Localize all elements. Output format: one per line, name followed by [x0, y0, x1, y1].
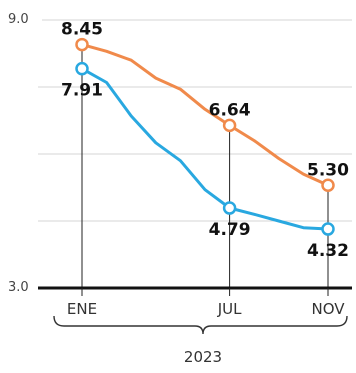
data-label: 4.32 — [307, 241, 349, 261]
data-point-marker — [75, 61, 89, 76]
series-lines — [75, 37, 335, 236]
data-point-marker — [222, 118, 237, 133]
series-line-1 — [80, 43, 330, 187]
y-axis: 9.0 3.0 — [8, 12, 29, 295]
year-bracket: 2023 — [53, 315, 348, 366]
x-tick-label: ENE — [67, 300, 97, 318]
x-axis: ENE JUL NOV — [67, 288, 345, 318]
data-point-marker — [75, 37, 89, 52]
y-tick-top: 9.0 — [8, 12, 29, 27]
x-tick-label: JUL — [217, 300, 242, 318]
year-label: 2023 — [184, 348, 222, 366]
data-point-marker — [321, 178, 335, 193]
data-label: 7.91 — [61, 81, 103, 101]
data-label: 8.45 — [61, 20, 103, 40]
data-point-marker — [222, 201, 237, 215]
series-line-2 — [80, 67, 330, 231]
year-bracket-line — [53, 315, 348, 335]
y-tick-bottom: 3.0 — [8, 280, 29, 295]
data-point-marker — [321, 222, 335, 236]
data-label: 5.30 — [307, 160, 349, 180]
gridlines — [38, 19, 352, 222]
x-tick-label: NOV — [311, 300, 345, 318]
data-label: 4.79 — [209, 220, 251, 240]
data-labels: 8.45 6.64 5.30 7.91 4.79 4.32 — [61, 20, 349, 261]
data-label: 6.64 — [209, 100, 251, 120]
